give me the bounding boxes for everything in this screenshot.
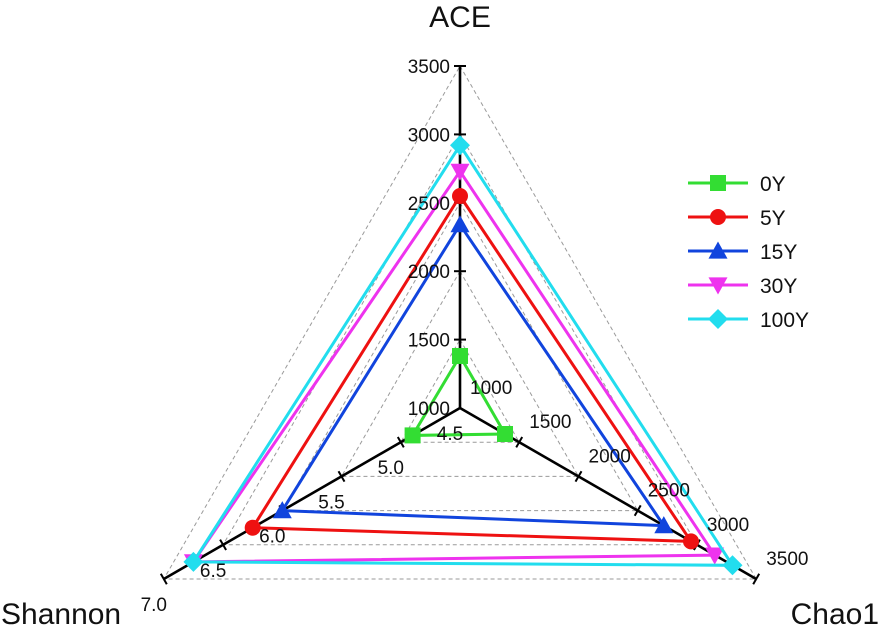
legend: 0Y 5Y 15Y 30Y 100Y (688, 173, 809, 332)
tick-label-shannon: 7.0 (141, 595, 167, 616)
data-point-5y-chao1 (683, 533, 699, 550)
data-point-5y-ace (452, 188, 468, 204)
series-line-100y (190, 142, 736, 567)
tick-label-chao1: 2500 (648, 481, 690, 502)
legend-label-5y: 5Y (760, 207, 786, 230)
legend-marker-15y (708, 241, 728, 259)
data-point-100y-shannon (183, 551, 204, 572)
axis-title-ace: ACE (429, 1, 491, 34)
legend-item-0y: 0Y (688, 173, 786, 196)
tick-label-shannon: 6.5 (200, 561, 226, 582)
legend-marker-0y (710, 175, 726, 191)
tick-label-chao1: 3500 (766, 549, 808, 570)
series-15y (272, 215, 674, 534)
legend-item-30y: 30Y (688, 275, 797, 298)
axis-tick-shannon (337, 470, 346, 483)
axis-tick-chao1 (752, 573, 761, 585)
axis-tick-chao1 (515, 436, 524, 448)
legend-item-100y: 100Y (688, 309, 809, 332)
grid-ring (399, 338, 521, 443)
tick-label-shannon: 5.0 (378, 458, 404, 479)
tick-label-chao1: 3000 (707, 515, 749, 536)
legend-marker-5y (710, 209, 726, 225)
legend-label-0y: 0Y (760, 173, 786, 196)
legend-item-5y: 5Y (688, 207, 786, 230)
tick-label-shannon: 6.0 (259, 527, 285, 548)
tick-label-shannon: 5.5 (318, 492, 344, 513)
tick-label-ace: 2500 (408, 194, 450, 215)
series-line-30y (190, 168, 718, 564)
legend-marker-30y (708, 277, 728, 295)
data-point-100y-chao1 (722, 555, 743, 576)
data-point-30y-chao1 (705, 547, 725, 565)
series-5y (244, 188, 699, 550)
tick-label-ace: 3500 (408, 57, 450, 78)
legend-item-15y: 15Y (688, 241, 797, 264)
axis-title-chao1: Chao1 (791, 598, 879, 626)
tick-label-ace: 1000 (408, 399, 450, 420)
legend-label-100y: 100Y (760, 309, 809, 332)
legend-marker-100y (708, 309, 728, 329)
axis-tick-chao1 (574, 470, 583, 483)
series-0y (404, 348, 513, 444)
tick-label-ace: 2000 (408, 262, 450, 283)
data-point-0y-ace (452, 348, 468, 364)
legend-label-15y: 15Y (760, 241, 797, 264)
data-point-0y-shannon (404, 427, 421, 444)
series-line-5y (250, 193, 694, 543)
tick-label-shannon: 4.5 (437, 424, 463, 445)
axis-tick-shannon (159, 573, 168, 585)
data-point-15y-chao1 (654, 516, 674, 534)
legend-label-30y: 30Y (760, 275, 797, 298)
series-line-15y (279, 221, 667, 528)
grid-ring (162, 65, 758, 580)
data-point-100y-ace (450, 135, 470, 156)
axis-tick-shannon (396, 436, 405, 448)
axis-tick-shannon (219, 539, 227, 551)
series-line-0y (409, 353, 508, 437)
data-point-0y-chao1 (497, 426, 513, 442)
series-100y (183, 135, 743, 576)
axis-title-shannon: Shannon (1, 598, 121, 626)
data-point-30y-ace (450, 163, 470, 181)
grid-ring (222, 133, 698, 546)
tick-label-chao1: 1000 (470, 378, 512, 399)
tick-label-chao1: 2000 (589, 446, 631, 467)
data-point-15y-ace (450, 215, 470, 233)
tick-label-ace: 1500 (408, 331, 450, 352)
axis-tick-chao1 (633, 504, 642, 517)
tick-label-ace: 3000 (408, 125, 450, 146)
series-layer (183, 135, 743, 576)
data-point-5y-shannon (244, 519, 261, 536)
tick-label-chao1: 1500 (529, 412, 571, 433)
data-point-15y-shannon (272, 501, 292, 519)
